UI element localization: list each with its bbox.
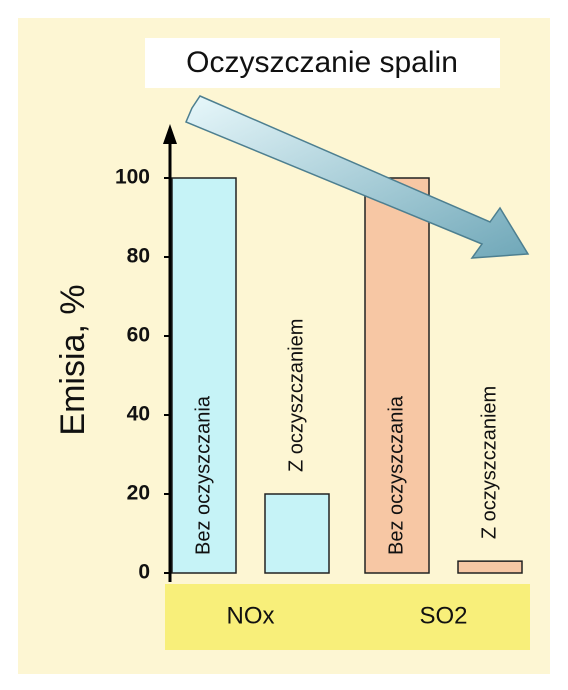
bar xyxy=(364,177,430,574)
title-box xyxy=(145,38,500,88)
background xyxy=(18,18,550,674)
bar xyxy=(457,560,523,574)
plot: 0 20 40 60 80 100 Bez oczyszczania Z oczyszczan… xyxy=(115,166,523,629)
bar-label: Z oczyszczaniem xyxy=(285,319,307,472)
y-tick-label: 40 xyxy=(127,403,150,426)
y-tick-label: 80 xyxy=(127,245,150,268)
y-axis-arrow xyxy=(163,124,177,144)
bar xyxy=(171,177,237,574)
trend-arrow xyxy=(185,95,530,259)
y-tick-label: 60 xyxy=(127,324,150,347)
y-tick-label: 20 xyxy=(127,482,150,505)
category-band xyxy=(165,584,530,650)
y-tick-label: 100 xyxy=(115,166,150,189)
bar xyxy=(264,493,330,574)
bar-label: Bez oczyszczania xyxy=(192,395,214,555)
bar-label: Z oczyszczaniem xyxy=(478,386,500,539)
y-axis-label: Emisia, % xyxy=(54,284,92,435)
bar-label: Bez oczyszczania xyxy=(385,395,407,555)
chart-title: Oczyszczanie spalin xyxy=(186,46,458,79)
y-tick-label: 0 xyxy=(138,561,150,584)
x-tick-label: NOx xyxy=(227,602,275,629)
x-tick-label: SO2 xyxy=(419,602,467,629)
